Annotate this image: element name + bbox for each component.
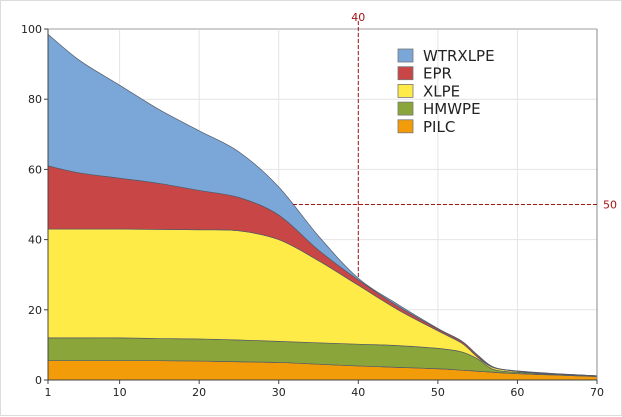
y-tick-label: 0 [35,374,42,387]
vertical-reference-label: 40 [351,11,365,24]
areas [47,33,598,381]
x-tick-label: 20 [192,386,206,399]
y-tick-label: 20 [28,304,42,317]
x-tick-label: 60 [510,386,524,399]
legend-swatch-epr [397,66,414,81]
legend-swatch-xlpe [397,84,414,98]
legend-label-xlpe: XLPE [423,82,460,100]
x-tick-label: 40 [351,386,365,399]
y-tick-label: 80 [28,93,42,106]
axes: 1 10 20 30 40 50 60 70 0 20 40 60 80 100 [21,23,604,399]
x-tick-label: 1 [45,386,52,399]
horizontal-reference-label: 50 [603,199,617,212]
legend-label-epr: EPR [423,65,452,83]
legend-label-pilc: PILC [423,118,455,136]
x-tick-label: 70 [590,386,604,399]
legend-swatch-hmwpe [397,101,414,116]
legend-label-wtrxlpe: WTRXLPE [423,47,495,65]
x-tick-label: 10 [113,386,127,399]
y-tick-label: 40 [28,234,42,247]
reference-lines: 40 50 [292,11,617,279]
y-tick-label: 60 [28,163,42,176]
x-tick-label: 50 [431,386,445,399]
legend-swatch-wtrxlpe [397,48,414,63]
legend-label-hmwpe: HMWPE [423,100,481,118]
legend-swatch-pilc [397,119,414,134]
y-tick-label: 100 [21,23,42,36]
x-tick-label: 30 [272,386,286,399]
